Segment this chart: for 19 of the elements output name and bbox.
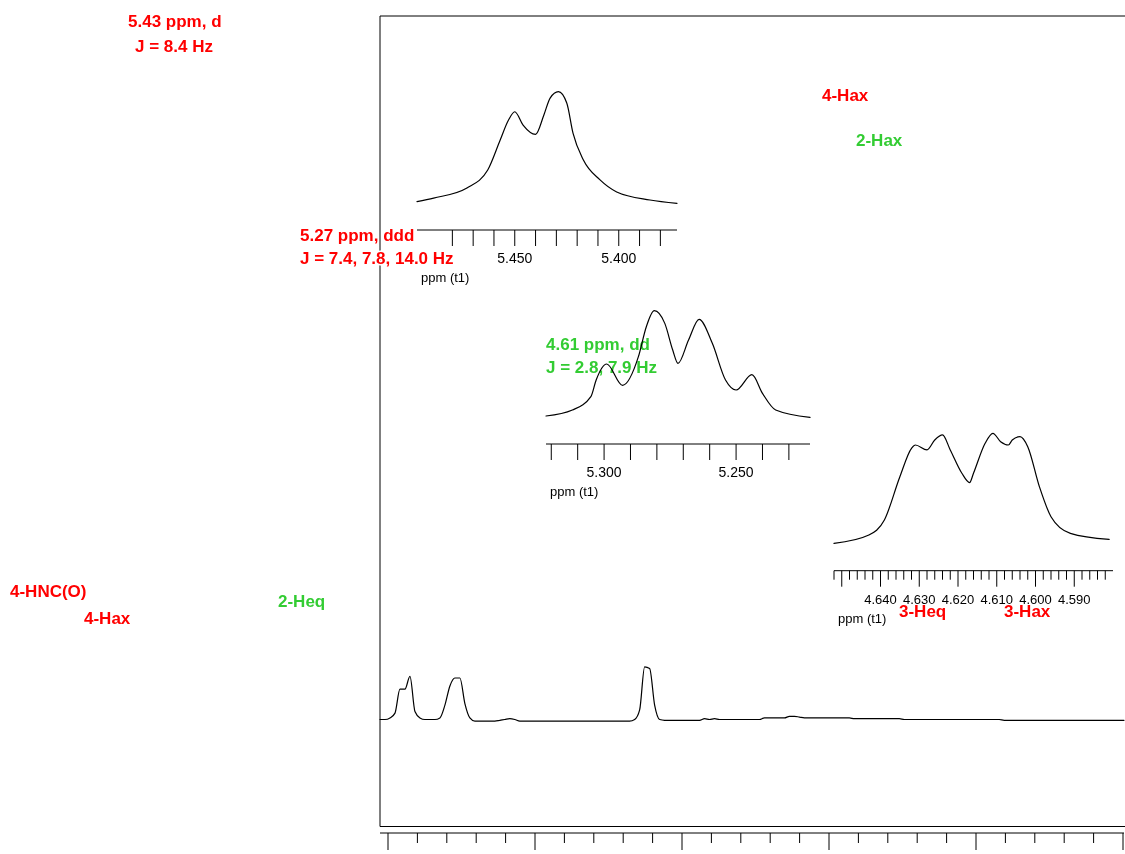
text: 5.27 ppm, ddd <box>300 226 415 245</box>
x-tick-label: 5.300 <box>586 464 622 480</box>
x-tick-label: 4.590 <box>1057 591 1091 607</box>
text: 2-Hax <box>856 131 903 150</box>
x-tick-label: 5.400 <box>601 250 637 266</box>
x-tick-label: 5.250 <box>718 464 754 480</box>
text: 4-Hax <box>822 86 869 105</box>
x-axis-title: ppm (t1) <box>550 484 599 499</box>
text: J = 7.4, 7.8, 14.0 Hz <box>300 249 454 268</box>
text: 4-Hax <box>84 609 131 628</box>
x-tick-label: 5.450 <box>497 250 533 266</box>
x-tick-label: 4.620 <box>941 591 975 607</box>
text: 2-Heq <box>278 592 326 611</box>
x-axis-title: ppm (t1) <box>838 610 887 626</box>
x-tick-label: 4.640 <box>864 591 897 607</box>
x-axis-title: ppm (t1) <box>421 270 470 285</box>
text: J = 8.4 Hz <box>135 37 213 56</box>
text: 5.43 ppm, d <box>128 12 222 31</box>
text: 4-HNC(O) <box>10 582 87 601</box>
